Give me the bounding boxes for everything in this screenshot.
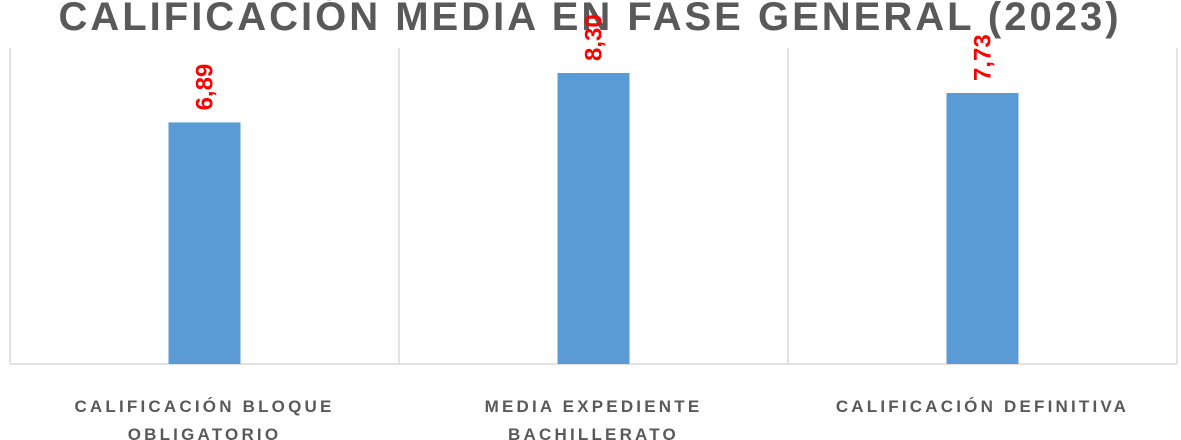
category-label-3-line-1: CALIFICACIÓN DEFINITIVA — [836, 397, 1129, 416]
data-label-3: 7,73 — [970, 34, 997, 81]
category-label-2-line-1: MEDIA EXPEDIENTE — [485, 397, 703, 416]
plot-area: 6,89 CALIFICACIÓN BLOQUE OBLIGATORIO 8,30 ME… — [9, 14, 1178, 440]
data-label-2: 8,30 — [581, 14, 608, 61]
data-label-1: 6,89 — [192, 64, 219, 111]
bar-3 — [946, 92, 1019, 364]
bar-2 — [557, 73, 630, 364]
bar-1 — [168, 122, 241, 364]
chart-title: CALIFICACIÓN MEDIA EN FASE GENERAL (2023… — [58, 0, 1121, 39]
category-label-1-line-1: CALIFICACIÓN BLOQUE — [74, 397, 334, 416]
category-label-2-line-2: BACHILLERATO — [508, 425, 679, 440]
category-label-1-line-2: OBLIGATORIO — [128, 425, 282, 440]
